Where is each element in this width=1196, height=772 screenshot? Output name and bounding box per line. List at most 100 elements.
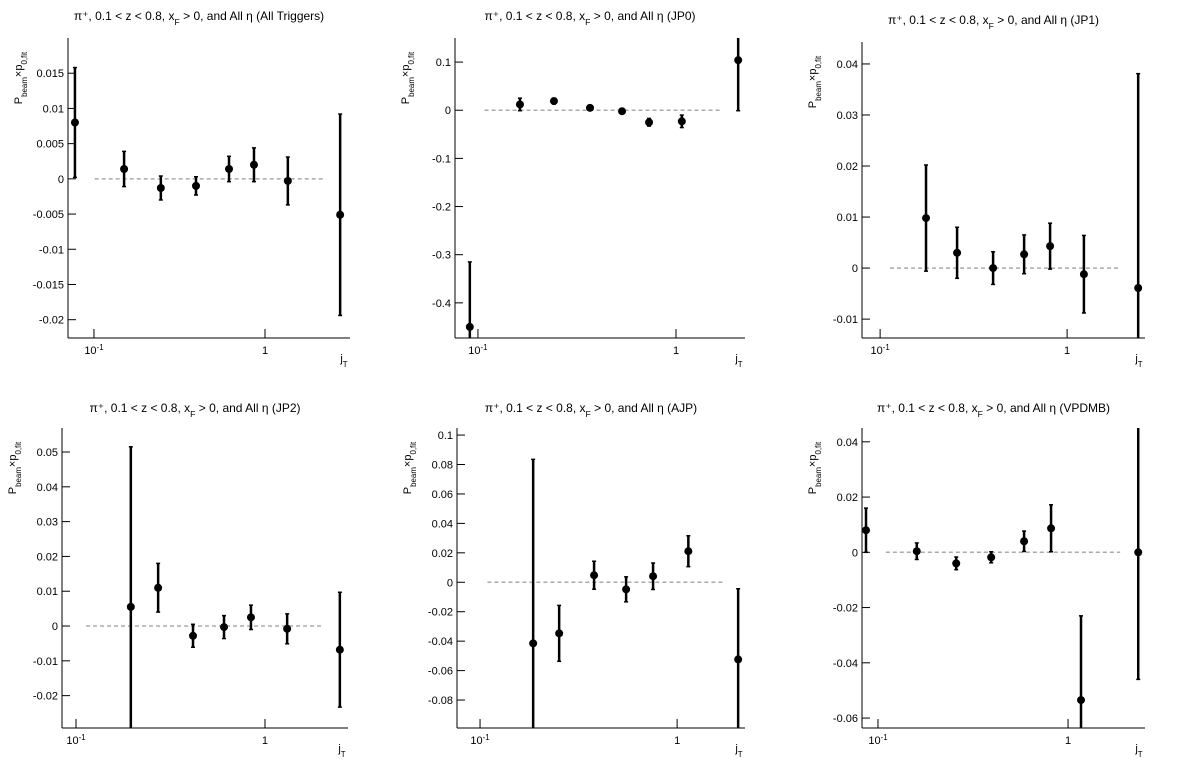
data-point xyxy=(246,613,255,622)
y-tick-label: 0.1 xyxy=(438,430,453,442)
x-axis-label: jT xyxy=(337,743,345,759)
x-tick-label: 10-1 xyxy=(870,343,890,358)
x-tick-label: 10-1 xyxy=(868,733,888,748)
y-tick-label: -0.02 xyxy=(33,691,58,703)
panel-title: π⁺, 0.1 < z < 0.8, xF > 0, and All η (VP… xyxy=(877,401,1110,419)
data-point xyxy=(220,623,229,632)
data-point xyxy=(249,160,258,169)
y-tick-label: 0.03 xyxy=(37,517,58,529)
data-point xyxy=(283,624,292,633)
data-point xyxy=(622,585,631,594)
x-axis-label: jT xyxy=(1134,353,1142,369)
y-tick-label: -0.01 xyxy=(833,314,858,326)
panel: π⁺, 0.1 < z < 0.8, xF > 0, and All η (JP… xyxy=(807,13,1145,369)
x-axis-label: jT xyxy=(339,353,347,369)
y-tick-label: 0.01 xyxy=(43,103,64,115)
y-tick-label: 0.01 xyxy=(37,586,58,598)
x-tick-label: 1 xyxy=(1064,345,1070,357)
data-point xyxy=(649,572,658,581)
y-tick-label: -0.01 xyxy=(33,656,58,668)
y-tick-label: -0.04 xyxy=(833,658,858,670)
data-point xyxy=(677,117,686,126)
y-tick-label: -0.06 xyxy=(428,666,453,678)
panel-title: π⁺, 0.1 < z < 0.8, xF > 0, and All η (JP… xyxy=(484,9,695,27)
y-axis-label: Pbeam×p0,fit xyxy=(807,441,823,494)
data-point xyxy=(912,547,921,556)
data-point xyxy=(734,655,743,664)
data-point xyxy=(515,100,524,109)
panel-title: π⁺, 0.1 < z < 0.8, xF > 0, and All η (JP… xyxy=(888,13,1099,31)
data-point xyxy=(618,107,627,116)
data-point xyxy=(922,214,931,223)
y-tick-label: -0.3 xyxy=(432,250,451,262)
x-tick-label: 1 xyxy=(262,345,268,357)
data-point xyxy=(953,248,962,257)
panel-title: π⁺, 0.1 < z < 0.8, xF > 0, and All η (Al… xyxy=(74,9,324,27)
data-point xyxy=(120,164,129,173)
x-tick-label: 10-1 xyxy=(470,733,490,748)
data-point xyxy=(70,118,79,127)
x-tick-label: 1 xyxy=(674,735,680,747)
data-point xyxy=(555,629,564,638)
data-point xyxy=(1046,242,1055,251)
x-tick-label: 1 xyxy=(1065,735,1071,747)
data-point xyxy=(1134,548,1143,557)
panel: π⁺, 0.1 < z < 0.8, xF > 0, and All η (AJ… xyxy=(402,401,745,759)
panel: π⁺, 0.1 < z < 0.8, xF > 0, and All η (Al… xyxy=(13,9,350,369)
y-tick-label: -0.1 xyxy=(432,153,451,165)
data-point xyxy=(154,583,163,592)
y-tick-label: 0.03 xyxy=(837,110,858,122)
y-tick-label: 0.02 xyxy=(432,548,453,560)
data-point xyxy=(192,181,201,190)
data-point xyxy=(335,645,344,654)
data-point xyxy=(645,118,654,127)
y-tick-label: 0.05 xyxy=(37,447,58,459)
data-point xyxy=(590,571,599,580)
panel: π⁺, 0.1 < z < 0.8, xF > 0, and All η (JP… xyxy=(7,401,348,759)
x-tick-label: 10-1 xyxy=(84,343,104,358)
data-point xyxy=(586,103,595,112)
x-tick-label: 10-1 xyxy=(66,733,86,748)
y-tick-label: -0.015 xyxy=(33,279,64,291)
data-point xyxy=(987,553,996,562)
data-point xyxy=(1079,270,1088,279)
x-tick-label: 1 xyxy=(673,345,679,357)
y-axis-label: Pbeam×p0,fit xyxy=(402,441,418,494)
y-tick-label: 0 xyxy=(852,263,858,275)
data-point xyxy=(549,97,558,106)
data-point xyxy=(156,184,165,192)
y-tick-label: 0.04 xyxy=(432,518,453,530)
y-tick-label: -0.02 xyxy=(833,603,858,615)
y-tick-label: -0.4 xyxy=(432,298,451,310)
data-point xyxy=(734,56,743,65)
data-point xyxy=(1077,696,1086,705)
y-tick-label: 0.1 xyxy=(436,57,451,69)
data-point xyxy=(989,264,998,273)
data-point xyxy=(952,559,961,568)
y-tick-label: 0.02 xyxy=(837,161,858,173)
data-point xyxy=(126,602,135,611)
data-point xyxy=(1020,537,1029,546)
data-point xyxy=(862,526,871,535)
y-tick-label: 0.02 xyxy=(837,492,858,504)
panel-title: π⁺, 0.1 < z < 0.8, xF > 0, and All η (JP… xyxy=(89,401,300,419)
x-axis-label: jT xyxy=(1134,743,1142,759)
y-axis-label: Pbeam×p0,fit xyxy=(7,441,23,494)
x-axis-label: jT xyxy=(734,353,742,369)
data-point xyxy=(336,210,345,219)
data-point xyxy=(1134,283,1143,292)
panel: π⁺, 0.1 < z < 0.8, xF > 0, and All η (VP… xyxy=(807,401,1145,759)
x-tick-label: 1 xyxy=(262,735,268,747)
y-tick-label: 0.06 xyxy=(432,489,453,501)
y-tick-label: -0.005 xyxy=(33,209,64,221)
y-tick-label: -0.2 xyxy=(432,202,451,214)
x-axis-label: jT xyxy=(734,743,742,759)
y-tick-label: -0.02 xyxy=(428,607,453,619)
y-tick-label: -0.04 xyxy=(428,636,453,648)
y-tick-label: -0.01 xyxy=(39,244,64,256)
panel-title: π⁺, 0.1 < z < 0.8, xF > 0, and All η (AJ… xyxy=(485,401,697,419)
y-tick-label: 0 xyxy=(852,547,858,559)
y-tick-label: 0 xyxy=(52,621,58,633)
x-tick-label: 10-1 xyxy=(468,343,488,358)
data-point xyxy=(529,639,538,648)
